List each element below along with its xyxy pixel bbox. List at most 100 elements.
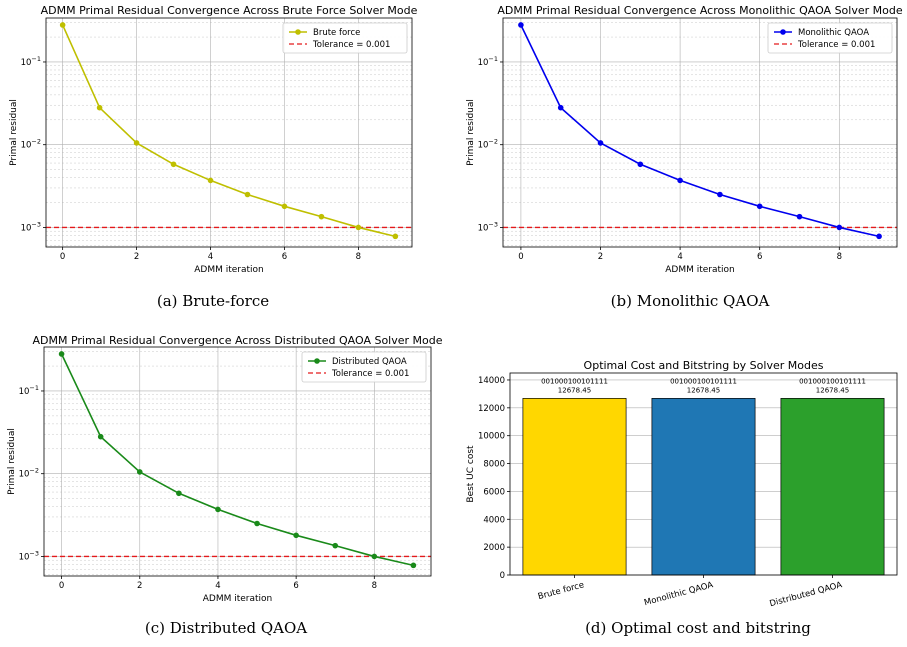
y-tick-label: 10−1 xyxy=(21,55,41,68)
data-point xyxy=(207,177,214,184)
data-point xyxy=(355,224,362,231)
legend-series-marker xyxy=(295,29,301,35)
data-point xyxy=(176,490,182,497)
plot-frame xyxy=(509,372,898,576)
data-point xyxy=(371,553,378,560)
data-point xyxy=(796,213,803,220)
legend-box xyxy=(767,22,893,54)
data-point xyxy=(244,191,251,198)
data-point xyxy=(254,520,260,527)
bar xyxy=(780,398,885,576)
data-point xyxy=(410,562,417,569)
data-point xyxy=(96,104,103,111)
data-point xyxy=(756,203,763,210)
data-point xyxy=(876,233,882,240)
x-tick-label: 6 xyxy=(293,581,298,591)
figure-caption: (b) Monolithic QAOA xyxy=(611,292,770,310)
data-point xyxy=(170,161,177,168)
plot-frame xyxy=(43,346,432,577)
x-tick-label: 0 xyxy=(60,252,65,262)
legend-series-label: Monolithic QAOA xyxy=(798,28,869,38)
panel-brute-force: 10−3 10−2 10−1 0 2 4 6 8 ADMM Primal Residual Co… xyxy=(9,4,418,310)
legend-box xyxy=(282,22,408,54)
legend-series-label: Distributed QAOA xyxy=(332,357,407,367)
data-point xyxy=(717,191,723,198)
x-tick-label: Brute force xyxy=(537,580,585,602)
y-tick-label: 14000 xyxy=(478,376,505,386)
x-tick-label: 0 xyxy=(518,252,523,262)
chart-title: ADMM Primal Residual Convergence Across … xyxy=(497,4,902,17)
x-tick-label: 8 xyxy=(356,252,361,262)
legend-tolerance-label: Tolerance = 0.001 xyxy=(312,40,390,50)
bar-value-label: 12678.45 xyxy=(816,386,849,394)
y-axis-label: Best UC cost xyxy=(466,445,476,503)
y-tick-label: 10−2 xyxy=(21,138,41,151)
bar-bitstring-label: 001000100101111 xyxy=(541,377,608,385)
legend-series-label: Brute force xyxy=(313,28,360,38)
figure-caption: (d) Optimal cost and bitstring xyxy=(585,619,811,637)
data-point xyxy=(836,224,843,231)
data-point xyxy=(133,140,140,146)
panel-distributed-qaoa: 10−3 10−2 10−1 0 2 4 6 8 ADMM Primal Residual Co… xyxy=(7,334,443,637)
legend-tolerance-label: Tolerance = 0.001 xyxy=(797,40,875,50)
data-point xyxy=(318,213,325,220)
chart-title: Optimal Cost and Bitstring by Solver Mod… xyxy=(584,359,824,372)
panel-monolithic-qaoa: 10−3 10−2 10−1 0 2 4 6 8 ADMM Primal Residual Co… xyxy=(466,4,903,310)
series-line xyxy=(60,353,414,567)
legend-series-marker xyxy=(780,29,786,35)
data-point xyxy=(293,532,299,539)
figure-caption: (a) Brute-force xyxy=(157,292,269,310)
x-axis-label: ADMM iteration xyxy=(194,265,264,275)
data-point xyxy=(677,177,683,184)
bar-value-label: 12678.45 xyxy=(687,386,720,394)
x-tick-label: 8 xyxy=(372,581,377,591)
data-point xyxy=(597,140,604,146)
figure-caption: (c) Distributed QAOA xyxy=(145,619,307,637)
x-tick-label: 8 xyxy=(837,252,842,262)
x-tick-label: 6 xyxy=(282,252,287,262)
y-axis-label: Primal residual xyxy=(466,99,476,166)
x-axis-label: ADMM iteration xyxy=(203,594,273,604)
y-tick-label: 2000 xyxy=(483,543,505,553)
y-tick-label: 10−2 xyxy=(478,138,498,151)
chart-title: ADMM Primal Residual Convergence Across … xyxy=(33,334,443,347)
y-tick-label: 10−1 xyxy=(19,384,39,397)
x-tick-label: 4 xyxy=(677,252,682,262)
x-tick-label: Distributed QAOA xyxy=(769,580,844,609)
series-line xyxy=(61,24,396,238)
x-tick-label: 4 xyxy=(208,252,213,262)
data-point xyxy=(557,104,564,111)
series-line xyxy=(520,24,880,238)
x-tick-label: 2 xyxy=(598,252,603,262)
y-tick-label: 12000 xyxy=(478,404,505,414)
bar-value-label: 12678.45 xyxy=(558,386,591,394)
bar-bitstring-label: 001000100101111 xyxy=(670,377,737,385)
x-tick-label: 0 xyxy=(59,581,64,591)
x-axis-label: ADMM iteration xyxy=(665,265,735,275)
data-point xyxy=(332,542,339,549)
x-tick-label: Monolithic QAOA xyxy=(643,580,714,608)
x-tick-label: 6 xyxy=(757,252,762,262)
x-tick-label: 4 xyxy=(215,581,220,591)
data-point xyxy=(215,506,221,513)
data-point xyxy=(59,22,66,28)
legend-tolerance-label: Tolerance = 0.001 xyxy=(331,369,409,379)
bar xyxy=(651,398,756,576)
legend-series-marker xyxy=(314,358,320,364)
y-tick-label: 10−1 xyxy=(478,55,498,68)
data-point xyxy=(58,351,65,357)
y-tick-label: 10−2 xyxy=(19,467,39,480)
x-tick-label: 2 xyxy=(134,252,139,262)
y-axis-label: Primal residual xyxy=(9,99,19,166)
y-tick-label: 10−3 xyxy=(478,220,498,233)
plot-frame xyxy=(502,17,898,248)
bar xyxy=(522,398,627,576)
y-axis-label: Primal residual xyxy=(7,428,17,495)
x-tick-label: 2 xyxy=(137,581,142,591)
data-point xyxy=(97,433,104,440)
y-tick-label: 0 xyxy=(500,571,505,581)
data-point xyxy=(637,161,644,168)
data-point xyxy=(518,22,524,28)
y-tick-label: 8000 xyxy=(483,460,505,470)
